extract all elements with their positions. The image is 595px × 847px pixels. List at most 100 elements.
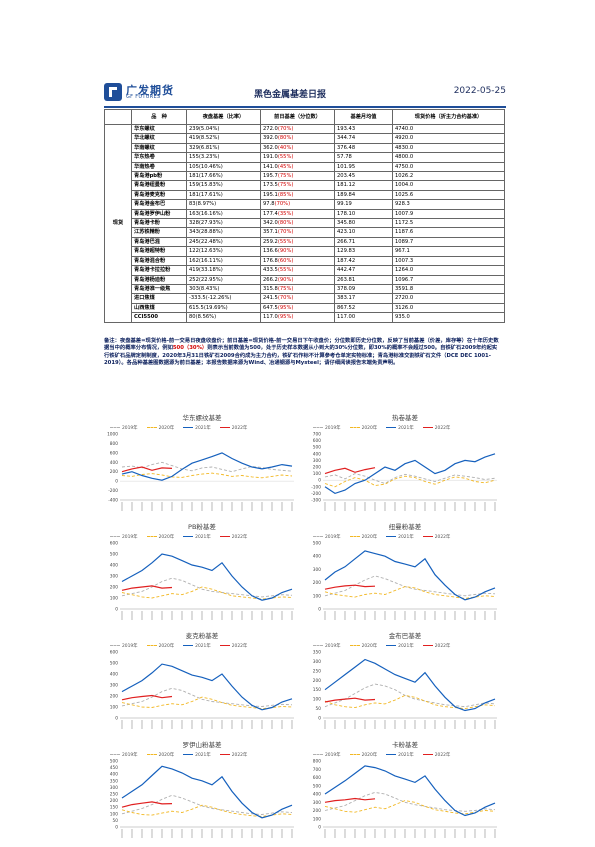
prev-basis-value: 241.5 <box>263 295 278 302</box>
chart-legend: 2019年 2020年 2021年 2022年 <box>110 643 256 649</box>
legend-label: 2022年 <box>231 753 248 758</box>
legend-swatch <box>110 754 120 755</box>
legend-label: 2022年 <box>231 426 248 431</box>
night-basis-ratio: (3.23%) <box>198 154 220 161</box>
legend-swatch <box>386 754 397 755</box>
series-line-2022年 <box>121 694 173 701</box>
legend-item: 2020年 <box>146 644 175 649</box>
series-line-2019年 <box>324 473 496 484</box>
chart-legend: 2019年 2020年 2021年 2022年 <box>110 752 256 758</box>
night-basis-ratio: (8.52%) <box>198 135 220 142</box>
logo-icon <box>104 83 122 101</box>
legend-swatch <box>313 536 323 537</box>
monthly-avg-value: 189.84 <box>337 191 356 198</box>
y-tick-label: 100 <box>313 816 321 822</box>
series-line-2022年 <box>324 467 376 475</box>
night-basis-cell: 83(8.97%) <box>186 199 261 210</box>
spot-price-cell: 1004.0 <box>392 180 505 191</box>
night-basis-ratio: (-12.26%) <box>205 295 232 302</box>
prev-basis-percentile: (75%) <box>277 182 294 189</box>
prev-basis-value: 647.5 <box>263 304 278 311</box>
night-basis-value: -333.5 <box>189 295 206 302</box>
spot-price-value: 4750.0 <box>395 163 414 170</box>
series-line-2022年 <box>121 466 173 473</box>
legend-label: 2021年 <box>398 426 414 431</box>
legend-label: 2020年 <box>361 426 378 431</box>
spot-price-cell: 1096.7 <box>392 274 505 285</box>
night-basis-ratio: (27.93%) <box>198 220 223 227</box>
y-tick-label: 700 <box>313 432 321 438</box>
basis-chart: 500 400 300 200 100 0 纽曼粉基差 2019年 2020年 2021年 2022… <box>307 521 503 629</box>
legend-label: 2019年 <box>122 426 138 431</box>
chart-legend: 2019年 2020年 2021年 2022年 <box>313 425 459 431</box>
header-cell-variety: 品 种 <box>131 109 187 125</box>
night-basis-ratio: (33.18%) <box>198 267 223 274</box>
variety-cell: 华北螺纹 <box>131 133 187 144</box>
y-tick-label: 600 <box>110 450 118 456</box>
y-tick-label: 300 <box>313 458 321 464</box>
y-tick-label: 500 <box>313 541 321 547</box>
table-row: 进口焦煤 -333.5(-12.26%) 241.5(70%) 383.17 2720.… <box>105 293 505 304</box>
prev-basis-value: 195.7 <box>263 173 278 180</box>
legend-label: 2022年 <box>434 753 451 758</box>
y-tick-label: 600 <box>313 438 321 444</box>
table-row: 青岛港巴混 245(22.48%) 259.2(55%) 266.71 1089.7 <box>105 236 505 248</box>
chart-plot: 600 500 400 300 200 100 0 <box>110 650 294 729</box>
legend-item: 2021年 <box>183 426 211 431</box>
legend-label: 2022年 <box>434 535 451 540</box>
y-tick-label: 400 <box>110 672 118 678</box>
night-basis-cell: 181(17.61%) <box>186 189 261 201</box>
legend-label: 2021年 <box>195 426 211 431</box>
monthly-avg-value: 193.43 <box>337 126 356 132</box>
series-line-2020年 <box>121 696 293 710</box>
spot-price-cell: 1187.6 <box>392 227 505 238</box>
series-line-2020年 <box>121 804 293 817</box>
variety-cell: 青岛港准一级焦 <box>131 283 187 295</box>
variety-name: 华北螺纹 <box>134 135 155 142</box>
prev-basis-cell: 357.1(70%) <box>260 227 335 238</box>
spot-price-cell: 4740.0 <box>392 123 505 135</box>
night-basis-ratio: (16.11%) <box>198 257 223 264</box>
table-row: 青岛港金布巴 83(8.97%) 97.8(70%) 99.19 928.3 <box>105 199 505 210</box>
spot-price-value: 1187.6 <box>395 229 414 236</box>
prev-basis-percentile: (80%) <box>277 135 294 142</box>
legend-item: 2022年 <box>422 535 451 540</box>
legend-label: 2021年 <box>398 753 414 758</box>
legend-label: 2021年 <box>195 753 211 758</box>
monthly-avg-cell: 442.47 <box>334 265 393 276</box>
table-row: 华南螺纹 329(6.81%) 362.0(40%) 376.48 4830.0 <box>105 142 505 154</box>
legend-swatch <box>349 645 360 646</box>
y-tick-label: 350 <box>313 650 321 656</box>
basis-chart: 600 500 400 300 200 100 0 PB粉基差 2019年 2020年 2021年 2… <box>104 521 300 629</box>
legend-label: 2021年 <box>398 644 414 649</box>
night-basis-ratio: (17.66%) <box>198 173 223 180</box>
legend-item: 2022年 <box>219 426 248 431</box>
legend-swatch <box>110 645 120 646</box>
monthly-avg-cell: 101.95 <box>334 161 393 173</box>
legend-item: 2019年 <box>110 753 138 758</box>
y-tick-label: -200 <box>108 488 118 494</box>
prev-basis-percentile: (85%) <box>277 191 294 198</box>
monthly-avg-value: 345.80 <box>337 220 356 227</box>
variety-cell: 青岛港卡粉 <box>131 218 187 229</box>
series-line-2021年 <box>121 452 293 481</box>
basis-chart: 700 600 500 400 300 200 100 0 -100 -200 -300 热卷基差 20… <box>307 412 503 520</box>
variety-name: 青岛港纽曼粉 <box>134 182 166 189</box>
table-row: 江苏铁精粉 343(28.88%) 357.1(70%) 423.10 1187.6 <box>105 227 505 238</box>
legend-label: 2019年 <box>122 644 138 649</box>
y-tick-label: 400 <box>110 772 118 778</box>
spot-price-cell: 967.1 <box>392 246 505 257</box>
variety-name: 青岛港金布巴 <box>134 201 166 208</box>
legend-item: 2019年 <box>110 535 138 540</box>
prev-basis-value: 315.8 <box>263 285 278 292</box>
monthly-avg-value: 129.83 <box>337 248 356 255</box>
prev-basis-value: 259.2 <box>263 238 278 245</box>
series-line-2021年 <box>324 658 496 712</box>
prev-basis-percentile: (75%) <box>277 173 294 180</box>
legend-swatch <box>349 427 360 428</box>
legend-swatch <box>110 427 120 428</box>
y-tick-label: 200 <box>110 798 118 804</box>
legend-label: 2020年 <box>158 644 175 649</box>
report-header: 广发期货 GF FUTURES 黑色金属基差日报 2022-05-25 <box>104 80 506 108</box>
